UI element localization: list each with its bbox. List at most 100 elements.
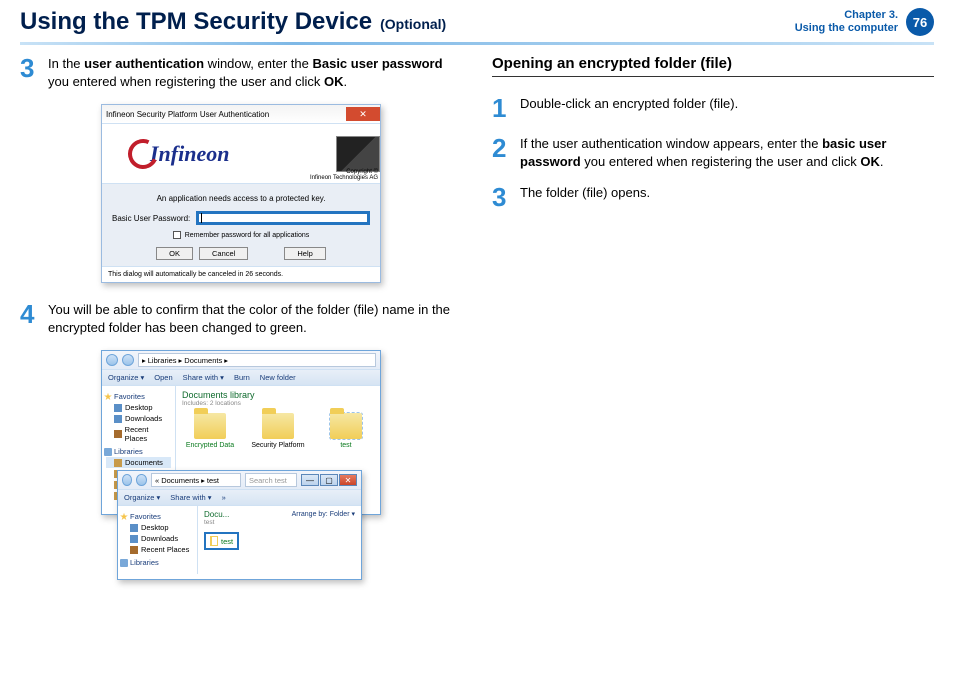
close-icon[interactable]: ✕	[339, 474, 357, 486]
explorer-figure: ▸ Libraries ▸ Documents ▸ Organize ▾ Ope…	[91, 350, 391, 580]
sidebar-item-desktop[interactable]: Desktop	[106, 402, 171, 413]
library-title: Docu...	[204, 510, 229, 519]
folder-item[interactable]: Security Platform	[250, 413, 306, 449]
organize-button[interactable]: Organize ▾	[124, 493, 160, 502]
newfolder-button[interactable]: New folder	[260, 373, 296, 382]
ok-button[interactable]: OK	[156, 247, 193, 260]
label: Recent Places	[125, 425, 171, 443]
title-group: Using the TPM Security Device (Optional)	[20, 8, 446, 36]
help-button[interactable]: Help	[284, 247, 325, 260]
copyright-text: Copyright © Infineon Technologies AG	[310, 169, 378, 181]
maximize-icon[interactable]: ▢	[320, 474, 338, 486]
forward-icon[interactable]	[122, 354, 134, 366]
label: Desktop	[125, 403, 153, 412]
t: you entered when registering the user an…	[48, 74, 324, 89]
dialog-buttons: OK Cancel Help	[112, 247, 370, 260]
step-3-right: 3 The folder (file) opens.	[492, 184, 934, 210]
label: Favorites	[130, 512, 161, 521]
dialog-title: Infineon Security Platform User Authenti…	[106, 110, 269, 119]
page-header: Using the TPM Security Device (Optional)…	[0, 0, 954, 40]
library-subtitle: Includes: 2 locations	[182, 400, 374, 407]
step-1: 1 Double-click an encrypted folder (file…	[492, 95, 934, 121]
open-button[interactable]: Open	[154, 373, 172, 382]
label: Libraries	[130, 558, 159, 567]
step-text: In the user authentication window, enter…	[48, 55, 462, 90]
left-column: 3 In the user authentication window, ent…	[20, 55, 462, 580]
forward-icon[interactable]	[136, 474, 146, 486]
breadcrumb: ▸	[142, 356, 146, 365]
sidebar-favorites[interactable]: Favorites	[104, 392, 171, 401]
sidebar-favorites[interactable]: Favorites	[120, 512, 193, 521]
close-icon[interactable]: ✕	[346, 107, 380, 121]
nav-bar: ▸ Libraries ▸ Documents ▸	[102, 351, 380, 370]
share-button[interactable]: Share with ▾	[170, 493, 211, 502]
back-icon[interactable]	[106, 354, 118, 366]
folder-item[interactable]: test	[318, 413, 374, 449]
step-text: You will be able to confirm that the col…	[48, 301, 462, 336]
arrange-by[interactable]: Arrange by: Folder ▾	[292, 510, 355, 518]
address-bar[interactable]: ▸ Libraries ▸ Documents ▸	[138, 353, 376, 367]
logo-text: Infineon	[150, 141, 229, 167]
password-row: Basic User Password:	[112, 211, 370, 225]
t: window, enter the	[204, 56, 312, 71]
dialog-banner: Infineon Copyright © Infineon Technologi…	[102, 124, 380, 184]
share-button[interactable]: Share with ▾	[183, 373, 224, 382]
b: OK	[324, 74, 344, 89]
dialog-footer: This dialog will automatically be cancel…	[102, 266, 380, 282]
remember-label: Remember password for all applications	[185, 232, 310, 239]
burn-button[interactable]: Burn	[234, 373, 250, 382]
right-column: Opening an encrypted folder (file) 1 Dou…	[492, 55, 934, 580]
sidebar-libraries[interactable]: Libraries	[120, 558, 193, 567]
folder-grid: Encrypted Data Security Platform test	[182, 413, 374, 449]
document-icon	[210, 536, 218, 546]
cr2: Infineon Technologies AG	[310, 175, 378, 181]
toolbar: Organize ▾ Open Share with ▾ Burn New fo…	[102, 370, 380, 386]
t: .	[880, 154, 884, 169]
explorer-window-bottom: « Documents ▸ test Search test — ▢ ✕ Org…	[117, 470, 362, 580]
file-item-highlighted[interactable]: test	[204, 532, 239, 550]
folder-label: Security Platform	[250, 442, 306, 449]
label: Desktop	[141, 523, 169, 532]
search-input[interactable]: Search test	[245, 473, 297, 487]
folder-icon	[194, 413, 226, 439]
label: Documents	[125, 458, 163, 467]
cancel-button[interactable]: Cancel	[199, 247, 248, 260]
address-bar[interactable]: « Documents ▸ test	[151, 473, 241, 487]
sidebar-item-downloads[interactable]: Downloads	[106, 413, 171, 424]
sidebar-item-recent[interactable]: Recent Places	[122, 544, 193, 555]
window-controls: — ▢ ✕	[301, 474, 357, 486]
step-4: 4 You will be able to confirm that the c…	[20, 301, 462, 336]
folder-label: Encrypted Data	[182, 442, 238, 449]
header-rule	[20, 42, 934, 45]
dialog-body: An application needs access to a protect…	[102, 184, 380, 266]
folder-icon	[262, 413, 294, 439]
label: Libraries	[114, 447, 143, 456]
minimize-icon[interactable]: —	[301, 474, 319, 486]
remember-checkbox[interactable]	[173, 231, 181, 239]
remember-row: Remember password for all applications	[112, 231, 370, 239]
recent-icon	[130, 546, 138, 554]
chapter-text: Chapter 3. Using the computer	[795, 9, 898, 35]
sidebar-item-downloads[interactable]: Downloads	[122, 533, 193, 544]
password-input[interactable]	[196, 211, 370, 225]
sidebar-item-desktop[interactable]: Desktop	[122, 522, 193, 533]
step-text: Double-click an encrypted folder (file).	[520, 95, 738, 121]
main-pane: Docu... test Arrange by: Folder ▾ test	[198, 506, 361, 574]
step-text: If the user authentication window appear…	[520, 135, 934, 170]
chapter-line2: Using the computer	[795, 22, 898, 35]
folder-item[interactable]: Encrypted Data	[182, 413, 238, 449]
organize-button[interactable]: Organize ▾	[108, 373, 144, 382]
folder-label: test	[318, 442, 374, 449]
breadcrumb: ▸	[224, 356, 228, 365]
sidebar-item-documents[interactable]: Documents	[106, 457, 171, 468]
sidebar-libraries[interactable]: Libraries	[104, 447, 171, 456]
libraries-icon	[104, 448, 112, 456]
b: Basic user password	[312, 56, 442, 71]
more-button[interactable]: »	[222, 493, 226, 502]
downloads-icon	[130, 535, 138, 543]
sidebar-item-recent[interactable]: Recent Places	[106, 424, 171, 444]
step-3: 3 In the user authentication window, ent…	[20, 55, 462, 90]
t: .	[344, 74, 348, 89]
back-icon[interactable]	[122, 474, 132, 486]
label: Downloads	[141, 534, 178, 543]
